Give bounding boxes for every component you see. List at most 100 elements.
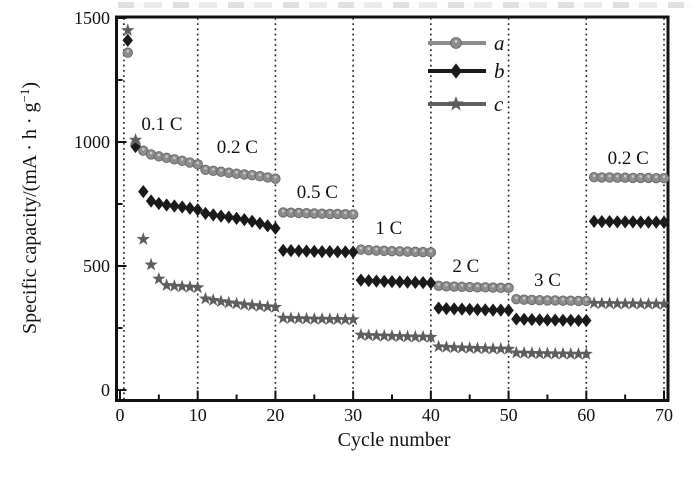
star-marker xyxy=(525,346,539,359)
legend-label: a xyxy=(494,31,505,55)
diamond-marker xyxy=(355,273,367,287)
star-marker xyxy=(198,291,213,305)
rate-label: 1 C xyxy=(375,218,402,239)
circle-marker-highlight xyxy=(165,155,168,158)
star-marker xyxy=(618,296,632,310)
diamond-marker xyxy=(573,313,584,328)
diamond-marker xyxy=(301,244,312,258)
circle-marker-highlight xyxy=(437,283,440,286)
star-marker xyxy=(657,297,671,310)
diamond-marker xyxy=(215,209,227,223)
circle-marker-highlight xyxy=(584,298,588,301)
plot-border xyxy=(115,15,670,402)
diamond-marker xyxy=(371,274,382,288)
star-marker xyxy=(533,346,547,360)
star-marker xyxy=(626,296,640,310)
circle-marker xyxy=(122,47,133,58)
star-marker xyxy=(362,328,376,342)
diamond-marker xyxy=(192,203,203,217)
circle-marker-highlight xyxy=(662,175,666,179)
star-marker xyxy=(393,329,407,343)
circle-marker-highlight xyxy=(515,296,518,300)
circle-marker-highlight xyxy=(553,297,557,301)
star-marker xyxy=(649,296,663,310)
diamond-marker xyxy=(176,200,188,214)
rate-label: 3 C xyxy=(534,270,561,291)
circle-marker-highlight xyxy=(398,248,402,252)
diamond-marker xyxy=(262,219,273,233)
legend: abc xyxy=(428,31,505,116)
star-marker xyxy=(470,341,485,354)
star-marker xyxy=(206,293,220,306)
scan-artifact xyxy=(118,2,693,8)
star-marker xyxy=(587,296,601,309)
circle-marker-highlight xyxy=(414,249,417,252)
diamond-marker xyxy=(464,302,475,316)
diamond-marker xyxy=(550,313,561,327)
circle-marker-highlight xyxy=(561,298,565,301)
diamond-marker xyxy=(651,215,662,229)
diamond-marker xyxy=(293,244,304,258)
diamond-marker xyxy=(386,275,398,289)
circle-marker-highlight xyxy=(196,161,200,165)
x-tick-label: 0 xyxy=(116,405,125,425)
circle-marker-highlight xyxy=(274,176,277,179)
diamond-marker xyxy=(340,245,351,259)
diamond-marker xyxy=(635,215,646,229)
star-marker xyxy=(152,271,166,285)
diamond-marker xyxy=(456,302,468,316)
diamond-marker xyxy=(450,63,462,79)
series-a-points xyxy=(122,47,670,307)
rate-label: 2 C xyxy=(452,256,479,277)
circle-marker-highlight xyxy=(429,249,433,253)
star-marker xyxy=(548,346,562,360)
diamond-marker xyxy=(612,215,623,229)
circle-marker-highlight xyxy=(569,298,573,301)
circle-marker xyxy=(658,173,670,184)
star-marker xyxy=(416,329,430,343)
rate-labels: 0.1 C 0.2 C 0.5 C 1 C 2 C 3 C 0.2 C xyxy=(141,114,648,291)
x-tick-label: 10 xyxy=(189,405,207,425)
star-marker xyxy=(261,299,275,313)
circle-marker-highlight xyxy=(468,284,472,287)
star-marker xyxy=(144,257,158,271)
star-marker xyxy=(439,340,454,353)
diamond-marker xyxy=(138,185,149,199)
diamond-marker xyxy=(526,312,538,327)
diamond-marker xyxy=(448,302,460,316)
star-marker xyxy=(517,346,531,359)
circle-marker-highlight xyxy=(530,297,534,300)
diamond-marker xyxy=(332,245,343,259)
circle-marker-highlight xyxy=(173,156,176,160)
star-marker xyxy=(229,296,244,310)
diamond-marker xyxy=(511,312,522,326)
star-marker xyxy=(191,280,205,294)
circle-marker-highlight xyxy=(452,283,456,287)
circle-marker xyxy=(581,295,592,307)
diamond-marker xyxy=(239,213,250,227)
circle-marker-highlight xyxy=(219,169,223,172)
star-marker xyxy=(556,346,570,360)
rate-label: 0.2 C xyxy=(217,137,258,158)
x-tick-label: 50 xyxy=(500,405,518,425)
circle-marker-highlight xyxy=(538,297,541,301)
circle-marker-highlight xyxy=(297,210,301,213)
diamond-marker xyxy=(394,275,405,289)
x-tick-label: 20 xyxy=(266,405,284,425)
diamond-marker xyxy=(565,313,576,327)
diamond-marker xyxy=(278,243,289,257)
legend-item-c: c xyxy=(428,92,504,116)
star-marker xyxy=(245,298,259,312)
legend-label: c xyxy=(494,92,504,116)
diamond-marker xyxy=(363,274,374,288)
star-marker xyxy=(494,341,508,355)
star-marker xyxy=(299,311,314,325)
y-tick-label: 0 xyxy=(101,380,110,400)
diamond-marker xyxy=(246,214,258,228)
rate-label: 0.5 C xyxy=(297,182,338,203)
circle-marker-highlight xyxy=(312,210,316,214)
circle-marker-highlight xyxy=(390,248,394,252)
x-tick-label: 70 xyxy=(655,405,673,425)
star-marker xyxy=(354,327,368,341)
circle-marker-highlight xyxy=(180,158,184,161)
